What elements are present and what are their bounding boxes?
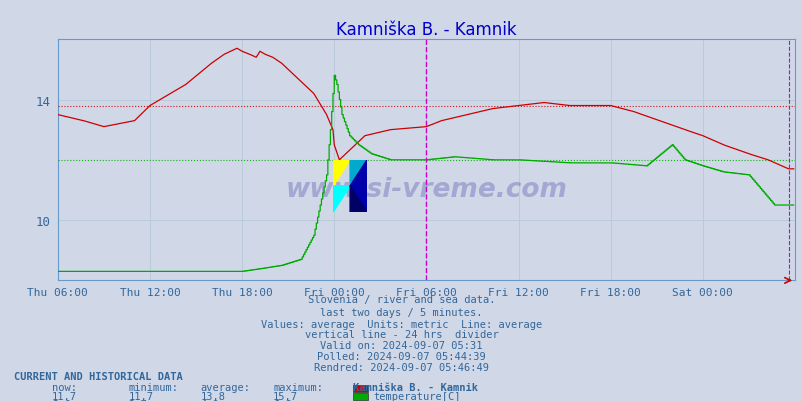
Text: 13.8: 13.8	[200, 391, 225, 401]
Text: 3.6: 3.6	[52, 399, 71, 401]
Text: Rendred: 2024-09-07 05:46:49: Rendred: 2024-09-07 05:46:49	[314, 362, 488, 372]
Text: CURRENT AND HISTORICAL DATA: CURRENT AND HISTORICAL DATA	[14, 371, 183, 381]
Text: last two days / 5 minutes.: last two days / 5 minutes.	[320, 307, 482, 317]
Text: Kamniška B. - Kamnik: Kamniška B. - Kamnik	[353, 382, 478, 392]
Polygon shape	[350, 160, 367, 186]
Text: temperature[C]: temperature[C]	[373, 391, 460, 401]
Text: flow[m3/s]: flow[m3/s]	[373, 399, 435, 401]
Polygon shape	[350, 160, 367, 213]
Text: Slovenia / river and sea data.: Slovenia / river and sea data.	[307, 295, 495, 305]
Text: www.si-vreme.com: www.si-vreme.com	[285, 176, 567, 202]
Polygon shape	[350, 186, 367, 213]
Text: vertical line - 24 hrs  divider: vertical line - 24 hrs divider	[304, 330, 498, 340]
Text: now:: now:	[52, 382, 77, 392]
Text: 2.7: 2.7	[128, 399, 147, 401]
Text: 15.7: 15.7	[273, 391, 298, 401]
Text: 4.0: 4.0	[200, 399, 219, 401]
Polygon shape	[333, 186, 350, 213]
Text: 11.7: 11.7	[52, 391, 77, 401]
Text: Polled: 2024-09-07 05:44:39: Polled: 2024-09-07 05:44:39	[317, 351, 485, 361]
Text: Valid on: 2024-09-07 05:31: Valid on: 2024-09-07 05:31	[320, 340, 482, 350]
Text: maximum:: maximum:	[273, 382, 322, 392]
Text: Values: average  Units: metric  Line: average: Values: average Units: metric Line: aver…	[261, 319, 541, 329]
Polygon shape	[333, 160, 350, 186]
Text: minimum:: minimum:	[128, 382, 178, 392]
Text: 11.7: 11.7	[128, 391, 153, 401]
Title: Kamniška B. - Kamnik: Kamniška B. - Kamnik	[336, 20, 516, 38]
Text: 6.8: 6.8	[273, 399, 291, 401]
Text: average:: average:	[200, 382, 250, 392]
